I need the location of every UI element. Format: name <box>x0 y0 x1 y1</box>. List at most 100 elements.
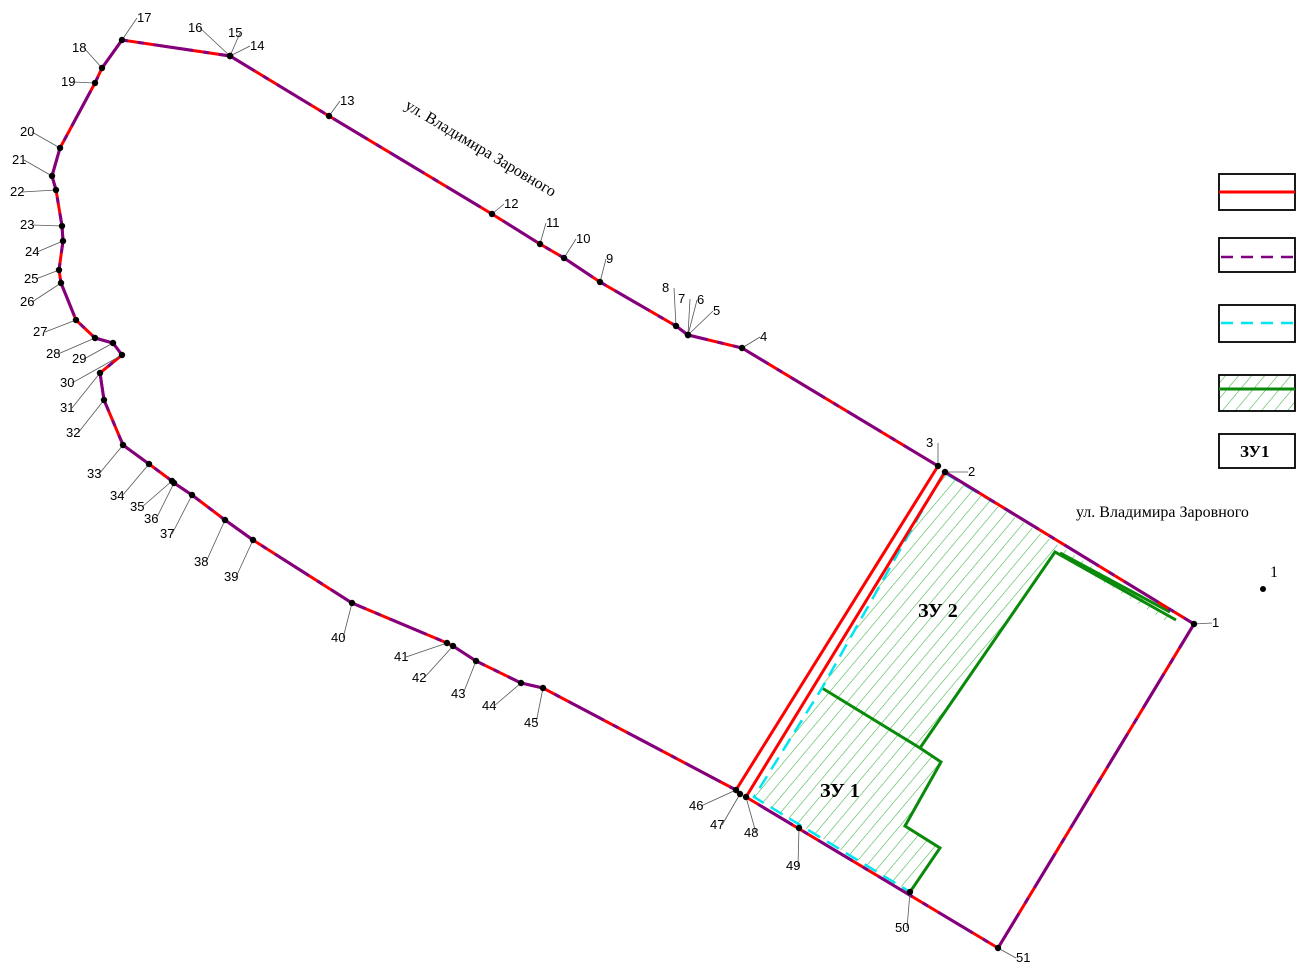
point-marker <box>96 369 104 377</box>
point-marker <box>795 824 803 832</box>
point-label: 12 <box>504 196 518 211</box>
point-label: 8 <box>662 280 669 295</box>
point-marker <box>684 331 692 339</box>
point-marker <box>443 639 451 647</box>
point-label: 38 <box>194 554 208 569</box>
point-label: 43 <box>451 686 465 701</box>
point-label: 47 <box>710 817 724 832</box>
point-p46: 46 <box>689 786 740 813</box>
point-p18: 18 <box>72 40 106 72</box>
point-p25: 25 <box>24 266 63 286</box>
point-label: 32 <box>66 425 80 440</box>
point-p43: 43 <box>451 657 480 701</box>
point-p34: 34 <box>110 460 153 503</box>
point-marker <box>732 786 740 794</box>
point-label: 15 <box>228 25 242 40</box>
point-p19: 19 <box>61 74 99 89</box>
point-p50: 50 <box>895 888 914 935</box>
point-marker <box>109 339 117 347</box>
point-label: 41 <box>394 649 408 664</box>
point-p7: 7 <box>678 291 692 339</box>
point-p31: 31 <box>60 369 104 415</box>
point-p22: 22 <box>10 184 60 199</box>
point-p51: 51 <box>994 944 1030 965</box>
point-marker <box>941 468 949 476</box>
point-marker <box>742 793 750 801</box>
point-label: 14 <box>250 38 264 53</box>
point-label: 39 <box>224 569 238 584</box>
point-marker <box>91 334 99 342</box>
point-p37: 37 <box>160 491 196 541</box>
plot-zu1-area <box>754 688 941 892</box>
outer-boundary <box>50 38 939 792</box>
point-p41: 41 <box>394 639 451 664</box>
point-p1: 1 <box>1190 615 1219 630</box>
point-marker <box>994 944 1002 952</box>
point-label: 42 <box>412 670 426 685</box>
point-p28: 28 <box>46 334 99 361</box>
point-label: 40 <box>331 630 345 645</box>
street-label-top: ул. Владимира Заровного <box>402 97 559 201</box>
point-label: 45 <box>524 715 538 730</box>
point-p32: 32 <box>66 396 108 440</box>
plot-label-zu2: ЗУ 2 <box>918 600 958 622</box>
point-label: 34 <box>110 488 124 503</box>
point-label: 35 <box>130 499 144 514</box>
point-label: 24 <box>25 244 39 259</box>
legend-item-green-hatch <box>1218 374 1296 412</box>
point-marker <box>488 210 496 218</box>
point-marker <box>472 657 480 665</box>
point-p23: 23 <box>20 217 66 232</box>
point-p44: 44 <box>482 679 525 713</box>
point-p39: 39 <box>224 536 257 584</box>
point-label: 29 <box>72 351 86 366</box>
point-p12: 12 <box>488 196 518 218</box>
point-label: 28 <box>46 346 60 361</box>
point-label: 20 <box>20 124 34 139</box>
point-marker <box>536 240 544 248</box>
plot-zu2-strip <box>1059 551 1171 614</box>
legend-item-red-line <box>1218 173 1296 211</box>
plot-zu1-border <box>821 686 943 893</box>
point-marker <box>348 599 356 607</box>
point-label: 2 <box>968 464 975 479</box>
point-marker <box>56 144 64 152</box>
point-label: 13 <box>340 93 354 108</box>
point-label: 30 <box>60 375 74 390</box>
point-label: 46 <box>689 798 703 813</box>
point-marker <box>188 491 196 499</box>
legend: ЗУ1 <box>1218 173 1296 469</box>
point-label: 51 <box>1016 950 1030 965</box>
point-label: 17 <box>137 10 151 25</box>
point-marker <box>118 351 126 359</box>
point-marker <box>72 316 80 324</box>
point-p30: 30 <box>60 351 126 390</box>
point-marker <box>221 516 229 524</box>
point-marker <box>100 396 108 404</box>
svg-text:ЗУ1: ЗУ1 <box>1240 442 1270 461</box>
point-p8: 8 <box>662 280 680 330</box>
point-p21: 21 <box>12 152 56 180</box>
plot-label-zu1: ЗУ 1 <box>820 780 860 802</box>
point-p35: 35 <box>130 477 176 514</box>
point-label: 9 <box>606 251 613 266</box>
point-label: 25 <box>24 271 38 286</box>
point-label: 31 <box>60 400 74 415</box>
point-label: 37 <box>160 526 174 541</box>
point-marker <box>596 278 604 286</box>
legend-item-purple-dashed <box>1218 237 1296 273</box>
point-marker <box>325 112 333 120</box>
point-standalone: 1 <box>1260 564 1278 592</box>
point-p10: 10 <box>560 231 590 262</box>
point-p40: 40 <box>331 599 356 645</box>
point-marker <box>59 237 67 245</box>
point-label: 1 <box>1270 564 1278 581</box>
boundary-points: 1234567891011121314151617181920212223242… <box>10 10 1278 965</box>
point-marker <box>449 642 457 650</box>
point-marker <box>119 441 127 449</box>
point-p11: 11 <box>536 215 560 248</box>
point-label: 3 <box>926 435 933 450</box>
point-label: 1 <box>1212 615 1219 630</box>
point-label: 22 <box>10 184 24 199</box>
point-marker <box>55 266 63 274</box>
